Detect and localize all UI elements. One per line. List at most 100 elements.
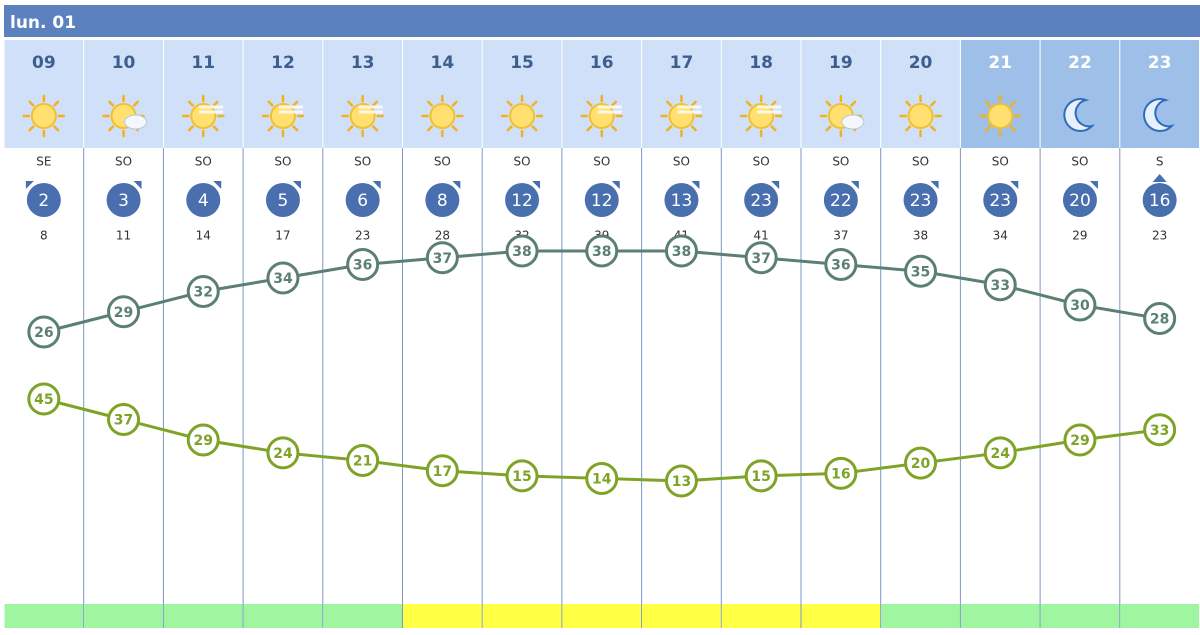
- sun: [30, 103, 57, 129]
- wind-speed: 8: [437, 191, 448, 211]
- comfort-band: [323, 604, 402, 628]
- comfort-band: [4, 604, 84, 628]
- wind-direction: SO: [434, 155, 451, 169]
- sun-ray: [825, 125, 832, 132]
- sun: [349, 103, 376, 129]
- wind-speed-badge: [186, 183, 221, 217]
- sun-ray: [267, 100, 274, 107]
- humidity-value: 15: [751, 469, 770, 485]
- wind-speed-badge: [584, 183, 619, 217]
- comfort-band: [801, 604, 881, 628]
- sun-ray: [586, 100, 593, 107]
- sun: [429, 103, 456, 129]
- sun-ray: [905, 100, 912, 107]
- sun-ray: [53, 100, 60, 107]
- sun-ray: [372, 100, 379, 107]
- wind-gust: 29: [1072, 229, 1087, 243]
- wind-arrow: [213, 181, 222, 189]
- wind-gust: 34: [993, 229, 1008, 243]
- wind-speed-badge: [744, 183, 779, 217]
- wind-speed: 5: [278, 191, 289, 211]
- sun-ray: [745, 100, 752, 107]
- wind-gust: 41: [754, 229, 769, 243]
- sun-ray: [666, 100, 673, 107]
- sun-ray: [586, 125, 593, 132]
- wind-speed: 23: [910, 191, 932, 211]
- hour-label: 16: [590, 53, 614, 73]
- humidity-point: [824, 456, 858, 490]
- wind-arrow: [1089, 181, 1098, 189]
- wind-direction: SO: [912, 155, 929, 169]
- wind-gust: 38: [913, 229, 928, 243]
- wind-speed: 12: [511, 191, 533, 211]
- wind-arrow: [850, 181, 859, 189]
- temp-value: 36: [353, 258, 372, 274]
- comfort-band: [642, 604, 721, 628]
- sun-ray: [212, 125, 219, 132]
- humidity-value: 24: [991, 446, 1011, 462]
- wind-direction: SE: [36, 155, 51, 169]
- wind-arrow: [1010, 181, 1019, 189]
- temp-value: 32: [194, 285, 213, 301]
- comfort-band: [1120, 604, 1199, 628]
- sun-ray: [372, 125, 379, 132]
- comfort-band: [482, 604, 562, 628]
- sun-ray: [770, 125, 777, 132]
- hour-label: 23: [1148, 53, 1172, 73]
- temp-point: [664, 234, 698, 268]
- sun-ray: [212, 100, 219, 107]
- sun-ray: [531, 125, 538, 132]
- sun-ray: [984, 125, 991, 132]
- comfort-band: [243, 604, 323, 628]
- comfort-band: [881, 604, 960, 628]
- humidity-point: [1143, 413, 1177, 447]
- wind-arrow: [1152, 174, 1167, 182]
- sun-ray: [132, 100, 139, 107]
- wind-speed-badge: [265, 183, 300, 217]
- sun-ray: [506, 100, 513, 107]
- hour-label: 15: [510, 53, 534, 73]
- sun-ray: [28, 125, 35, 132]
- wind-direction: SO: [593, 155, 610, 169]
- temp-point: [1143, 302, 1177, 335]
- sun-ray: [745, 125, 752, 132]
- wind-speed-badge: [664, 183, 699, 217]
- temp-value: 30: [1070, 298, 1090, 314]
- sun-ray: [187, 100, 194, 107]
- wind-speed-badge: [106, 183, 141, 217]
- wind-direction: SO: [673, 155, 690, 169]
- humidity-value: 45: [34, 392, 53, 408]
- wind-gust: 23: [1152, 229, 1167, 243]
- temp-point: [346, 248, 380, 281]
- hour-label: 13: [351, 53, 375, 73]
- wind-direction: SO: [354, 155, 371, 169]
- sun-ray: [267, 125, 274, 132]
- wind-speed-badge: [1062, 183, 1097, 217]
- wind-speed-badge: [823, 183, 858, 217]
- wind-direction: SO: [832, 155, 849, 169]
- temp-value: 34: [273, 271, 293, 287]
- sun: [269, 103, 296, 129]
- humidity-point: [27, 382, 61, 416]
- sun: [190, 103, 217, 129]
- humidity-value: 24: [273, 446, 293, 462]
- humidity-point: [983, 436, 1017, 470]
- wind-direction: SO: [992, 155, 1009, 169]
- humidity-point: [425, 454, 459, 488]
- temp-value: 36: [831, 258, 850, 274]
- temp-value: 38: [512, 244, 531, 260]
- sun-ray: [451, 125, 458, 132]
- wind-arrow: [771, 181, 780, 189]
- sun-ray: [929, 125, 936, 132]
- sun-ray: [825, 100, 832, 107]
- wind-speed: 20: [1069, 191, 1091, 211]
- sun: [668, 103, 695, 129]
- sun-ray: [666, 125, 673, 132]
- sun-ray: [905, 125, 912, 132]
- sun-ray: [850, 100, 857, 107]
- wind-speed: 23: [989, 191, 1011, 211]
- humidity-value: 20: [911, 456, 931, 472]
- humidity-point: [107, 403, 141, 436]
- wind-speed-badge: [903, 183, 938, 217]
- sun-ray: [1009, 100, 1016, 107]
